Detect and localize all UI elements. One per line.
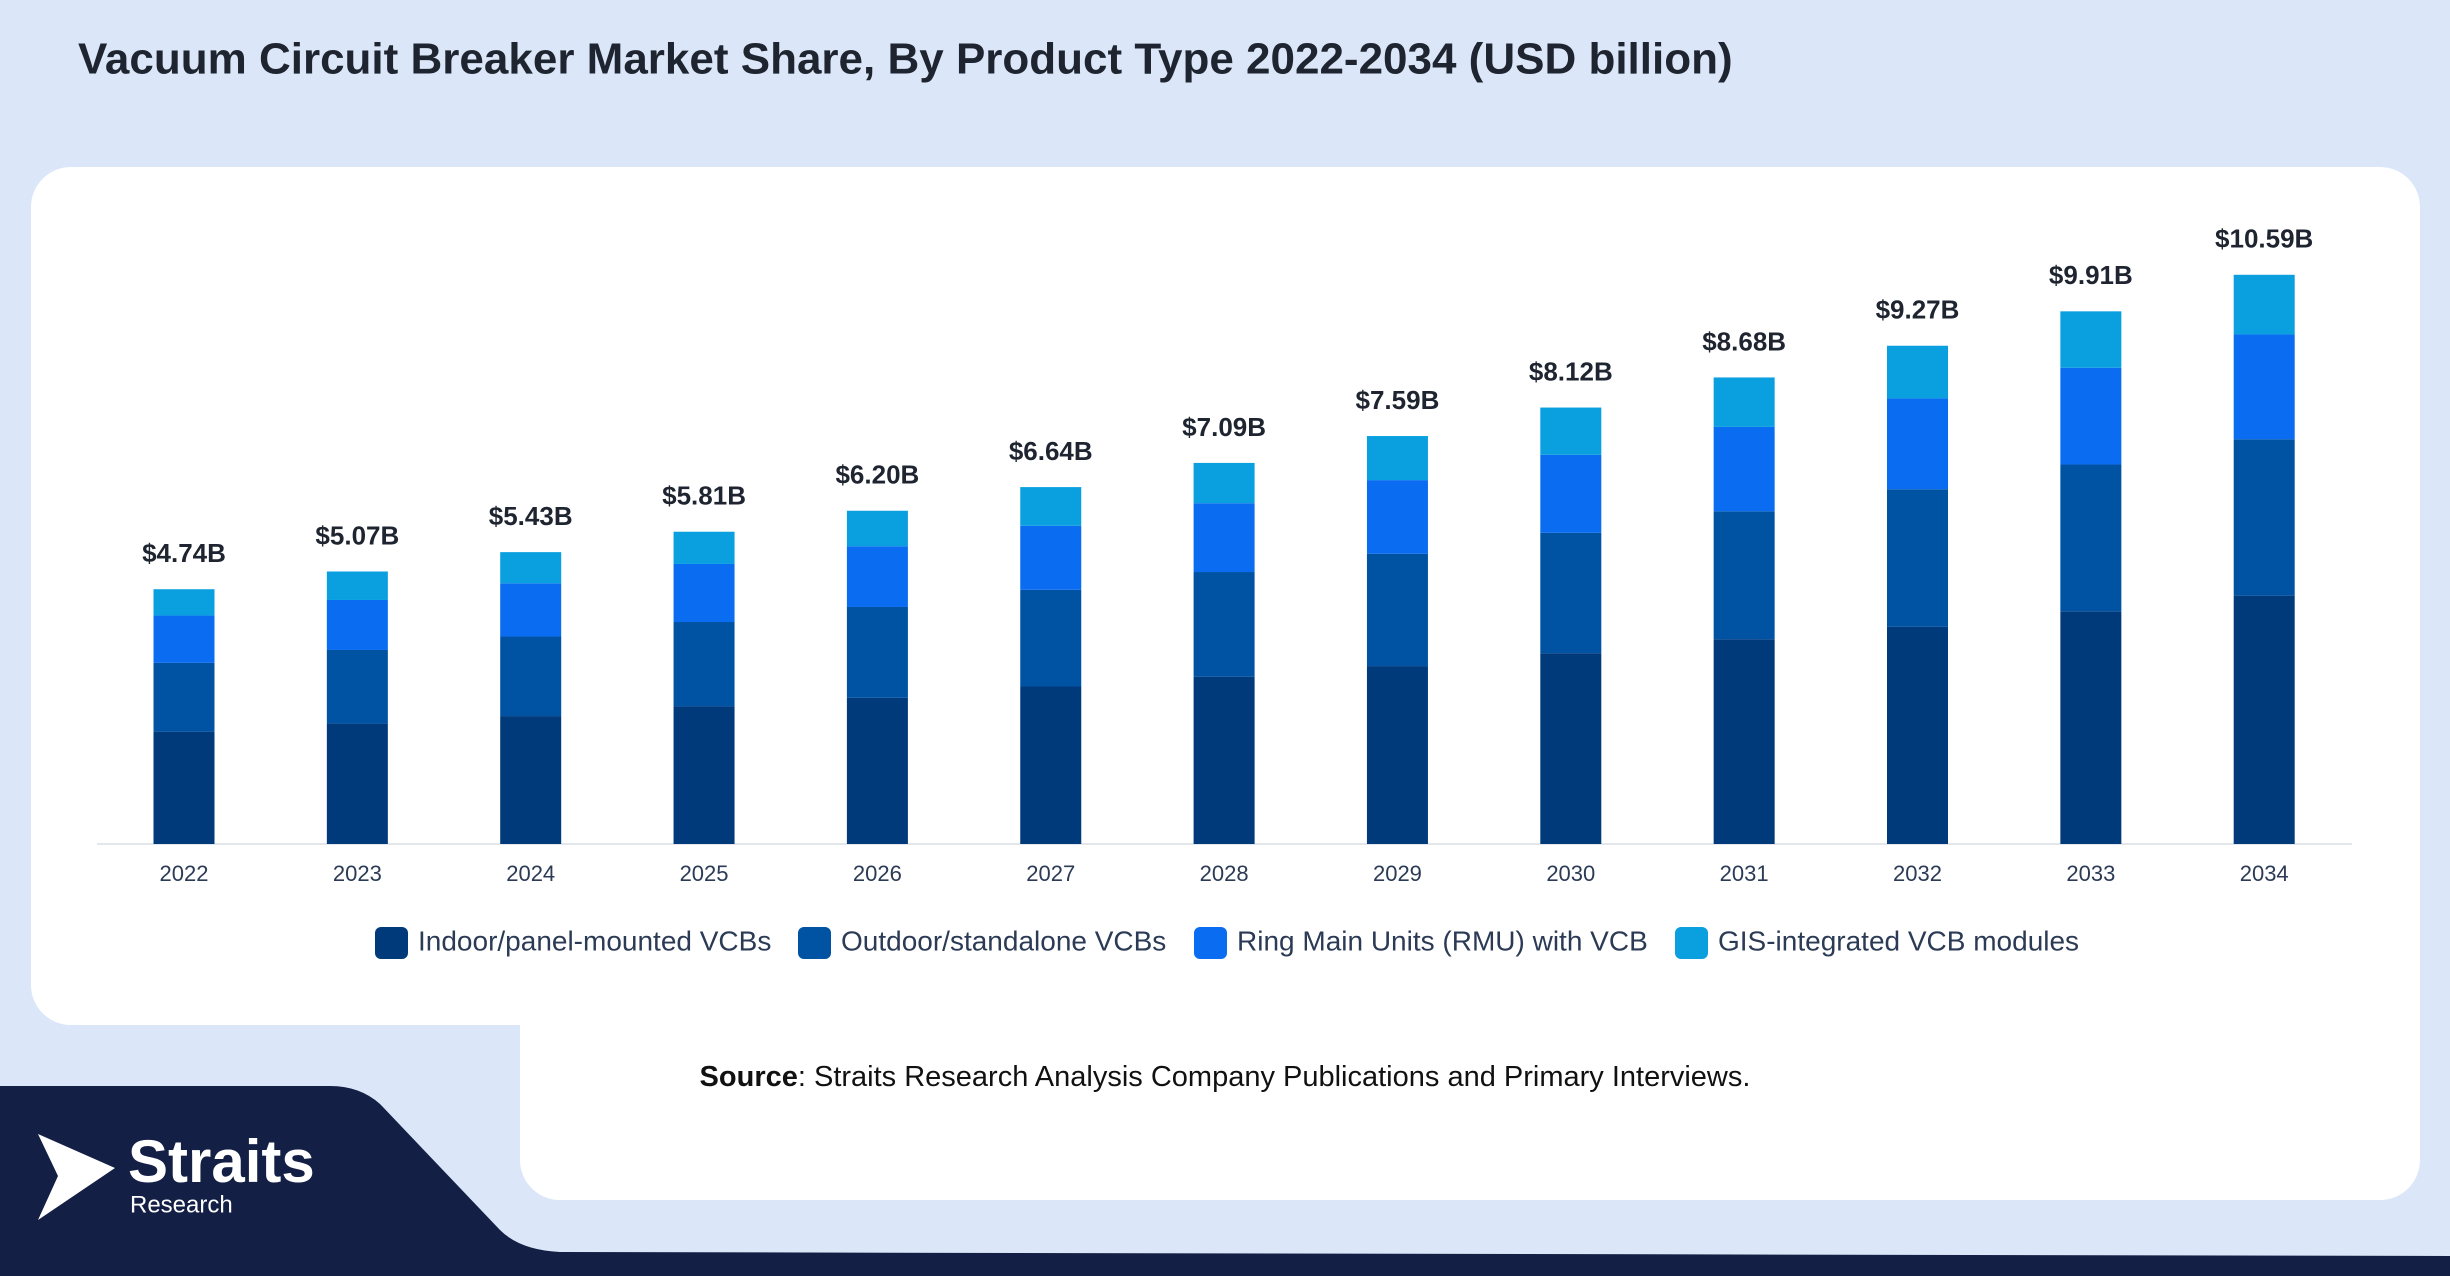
bar-segment — [1713, 426, 1775, 512]
x-tick-label: 2033 — [2066, 861, 2115, 886]
x-tick-label: 2028 — [1200, 861, 1249, 886]
bar-segment — [1193, 572, 1255, 677]
total-label: $7.09B — [1182, 412, 1266, 442]
total-label: $6.20B — [835, 460, 919, 490]
bar-segment — [326, 723, 388, 844]
total-label: $5.81B — [662, 481, 746, 511]
bar-segment — [2060, 367, 2122, 465]
bar-segment — [1540, 454, 1602, 533]
bar-segment — [153, 731, 215, 844]
bar-segment — [846, 606, 908, 698]
bar-segment — [1887, 489, 1948, 627]
bar-segment — [1887, 398, 1948, 490]
bar-segment — [2233, 439, 2295, 596]
bar-segment — [500, 552, 562, 584]
bar-segment — [846, 697, 908, 844]
x-tick-label: 2022 — [160, 861, 209, 886]
bar-segment — [2233, 274, 2295, 335]
legend-swatch — [1675, 927, 1708, 959]
total-label: $5.43B — [489, 501, 573, 531]
x-tick-label: 2030 — [1546, 861, 1595, 886]
bar-segment — [500, 583, 562, 637]
source-label: Source — [700, 1061, 798, 1093]
legend-label: Ring Main Units (RMU) with VCB — [1237, 925, 1648, 956]
bar-segment — [1366, 436, 1428, 481]
bar-segment — [1366, 480, 1428, 554]
bar-segment — [1193, 462, 1255, 504]
bar-segment — [1713, 511, 1775, 640]
source-text: : Straits Research Analysis Company Publ… — [798, 1061, 1751, 1093]
x-tick-label: 2029 — [1373, 861, 1422, 886]
x-tick-label: 2025 — [680, 861, 729, 886]
bar-segment — [1366, 553, 1428, 667]
total-label: $9.27B — [1876, 295, 1960, 325]
logo-subtitle: Research — [130, 1191, 233, 1218]
bar-segment — [1887, 626, 1948, 844]
bar-segment — [673, 531, 735, 564]
card-lower — [520, 900, 2420, 1200]
bar-segment — [500, 636, 562, 717]
footer-band — [0, 1086, 2450, 1276]
legend-swatch — [375, 927, 408, 959]
x-tick-label: 2026 — [853, 861, 902, 886]
bar-segment — [846, 546, 908, 607]
total-label: $5.07B — [315, 520, 399, 550]
bar-segment — [1540, 532, 1602, 654]
bar-segment — [2233, 595, 2295, 844]
legend-label: GIS-integrated VCB modules — [1718, 925, 2079, 956]
bar-segment — [1366, 666, 1428, 844]
bar-segment — [1887, 345, 1948, 399]
bar-segment — [1020, 589, 1082, 687]
total-label: $8.12B — [1529, 356, 1613, 386]
source: Source: Straits Research Analysis Compan… — [700, 1061, 1751, 1093]
bar-segment — [1020, 525, 1082, 590]
total-label: $7.59B — [1356, 385, 1440, 415]
x-tick-label: 2027 — [1026, 861, 1075, 886]
bar-segment — [1020, 487, 1082, 526]
total-label: $9.91B — [2049, 260, 2133, 290]
bar-segment — [1020, 686, 1082, 844]
bar-segment — [326, 599, 388, 650]
bar-segment — [500, 716, 562, 844]
bar-segment — [673, 563, 735, 623]
bar-segment — [673, 622, 735, 707]
bar-segment — [2060, 464, 2122, 612]
chart-title: Vacuum Circuit Breaker Market Share, By … — [78, 35, 1733, 84]
x-tick-label: 2034 — [2240, 861, 2289, 886]
bar-segment — [1193, 503, 1255, 573]
bar-segment — [1713, 377, 1775, 427]
bar-segment — [1540, 653, 1602, 844]
total-label: $6.64B — [1009, 436, 1093, 466]
bar-segment — [1713, 639, 1775, 844]
total-label: $8.68B — [1702, 326, 1786, 356]
legend-swatch — [1194, 927, 1227, 959]
bar-segment — [1540, 407, 1602, 455]
bar-segment — [153, 615, 215, 663]
bar-segment — [846, 510, 908, 547]
bar-segment — [326, 649, 388, 724]
logo-name: Straits — [128, 1128, 315, 1195]
total-label: $4.74B — [142, 538, 226, 568]
bar-segment — [1193, 676, 1255, 844]
legend-label: Indoor/panel-mounted VCBs — [418, 925, 771, 956]
legend-swatch — [798, 927, 831, 959]
total-label: $10.59B — [2215, 224, 2313, 254]
bar-segment — [153, 589, 215, 616]
x-tick-label: 2032 — [1893, 861, 1942, 886]
bar-segment — [153, 662, 215, 732]
x-tick-label: 2023 — [333, 861, 382, 886]
bar-segment — [2233, 334, 2295, 440]
bar-segment — [673, 706, 735, 844]
bar-segment — [2060, 611, 2122, 844]
logo-mark — [38, 1134, 115, 1220]
bar-segment — [2060, 311, 2122, 368]
legend-label: Outdoor/standalone VCBs — [841, 925, 1166, 956]
x-tick-label: 2024 — [506, 861, 555, 886]
x-tick-label: 2031 — [1720, 861, 1769, 886]
bar-segment — [326, 571, 388, 600]
